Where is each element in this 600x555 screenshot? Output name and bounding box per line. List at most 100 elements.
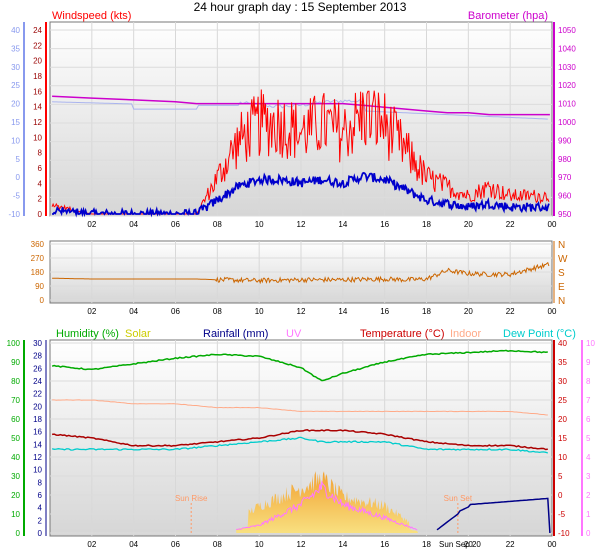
y-tick-rain: 8 (38, 478, 43, 487)
y-tick-gust: 0 (16, 173, 21, 182)
y-tick-uv: 7 (586, 396, 591, 405)
y-tick-rain: 0 (38, 529, 43, 538)
y-tick-rain: 10 (33, 466, 42, 475)
x-tick-label: 10 (255, 307, 264, 316)
solar-area (236, 471, 419, 533)
y-tick-rain: 26 (33, 364, 42, 373)
y-tick-windspeed: 2 (38, 195, 43, 204)
y-tick-gust: -10 (8, 210, 20, 219)
x-tick-label: 02 (87, 307, 96, 316)
rainfall-label: Rainfall (mm) (203, 328, 268, 340)
y-tick-barometer: 960 (558, 192, 572, 201)
y-tick-direction: 180 (31, 268, 45, 277)
indoor-line (52, 399, 548, 416)
y-tick-rain: 20 (33, 402, 42, 411)
y-tick-uv: 0 (586, 529, 591, 538)
x-tick-label: 22 (506, 307, 515, 316)
y-tick-rain: 18 (33, 415, 42, 424)
humidity-line (51, 349, 548, 382)
y-tick-gust: 35 (11, 44, 20, 53)
y-tick-barometer: 1030 (558, 63, 576, 72)
y-tick-uv: 2 (586, 491, 591, 500)
y-tick-barometer: 1040 (558, 44, 576, 53)
sunset-label: Sun Set (444, 494, 473, 503)
x-tick-label: 04 (129, 307, 138, 316)
y-tick-humidity: 60 (11, 415, 20, 424)
y-tick-humidity: 0 (16, 529, 21, 538)
windspeed-label: Windspeed (kts) (52, 10, 131, 22)
y-tick-temperature: 15 (558, 434, 567, 443)
y-tick-direction: 270 (31, 254, 45, 263)
y-tick-gust: 15 (11, 118, 20, 127)
y-tick-barometer: 1050 (558, 26, 576, 35)
y-tick-humidity: 20 (11, 491, 20, 500)
y-tick-windspeed: 16 (33, 87, 42, 96)
x-tick-label: 14 (338, 540, 347, 549)
y-tick-uv: 9 (586, 358, 591, 367)
x-tick-label: 00 (548, 540, 557, 549)
y-tick-gust: 10 (11, 136, 20, 145)
y-tick-windspeed: 0 (38, 210, 43, 219)
uv-label: UV (286, 328, 302, 340)
y-tick-humidity: 100 (7, 339, 21, 348)
date-label: Sun Sep 20 (439, 540, 481, 549)
y-tick-humidity: 40 (11, 453, 20, 462)
y-tick-temperature: 35 (558, 358, 567, 367)
temperature-label: Temperature (°C) (360, 328, 444, 340)
temperature-line (51, 429, 548, 451)
y-tick-compass: W (558, 254, 568, 265)
y-tick-direction: 90 (35, 282, 44, 291)
x-tick-label: 00 (548, 220, 557, 229)
y-tick-rain: 16 (33, 428, 42, 437)
y-tick-rain: 14 (33, 440, 42, 449)
y-tick-direction: 0 (40, 296, 45, 305)
x-tick-label: 10 (255, 540, 264, 549)
y-tick-direction: 360 (31, 240, 45, 249)
y-tick-rain: 22 (33, 390, 42, 399)
gust-line (52, 99, 548, 120)
x-tick-label: 08 (213, 220, 222, 229)
y-tick-barometer: 1000 (558, 118, 576, 127)
y-tick-windspeed: 20 (33, 57, 42, 66)
y-tick-barometer: 980 (558, 155, 572, 164)
windavg-line (52, 171, 550, 218)
chart-title: 24 hour graph day : 15 September 2013 (193, 0, 407, 14)
y-tick-windspeed: 4 (38, 179, 43, 188)
y-tick-compass: N (558, 296, 565, 307)
y-tick-uv: 4 (586, 453, 591, 462)
y-tick-rain: 4 (38, 504, 43, 513)
y-tick-compass: E (558, 282, 565, 293)
x-tick-label: 00 (548, 307, 557, 316)
y-tick-uv: 6 (586, 415, 591, 424)
y-tick-rain: 6 (38, 491, 43, 500)
y-tick-windspeed: 8 (38, 149, 43, 158)
sunrise-label: Sun Rise (175, 494, 208, 503)
x-tick-label: 02 (87, 220, 96, 229)
y-tick-windspeed: 14 (33, 103, 42, 112)
y-tick-humidity: 90 (11, 358, 20, 367)
x-tick-label: 18 (422, 220, 431, 229)
y-tick-windspeed: 24 (33, 26, 42, 35)
y-tick-barometer: 950 (558, 210, 572, 219)
y-tick-uv: 8 (586, 377, 591, 386)
y-tick-temperature: -10 (558, 529, 570, 538)
y-tick-windspeed: 12 (33, 118, 42, 127)
y-tick-compass: N (558, 240, 565, 251)
y-tick-rain: 28 (33, 352, 42, 361)
y-tick-uv: 5 (586, 434, 591, 443)
direction-line (52, 261, 550, 285)
y-tick-gust: 25 (11, 81, 20, 90)
y-tick-temperature: 5 (558, 472, 563, 481)
y-tick-windspeed: 22 (33, 41, 42, 50)
y-tick-temperature: 10 (558, 453, 567, 462)
y-tick-windspeed: 10 (33, 133, 42, 142)
y-tick-barometer: 1020 (558, 81, 576, 90)
y-tick-humidity: 10 (11, 510, 20, 519)
y-tick-rain: 12 (33, 453, 42, 462)
y-tick-uv: 1 (586, 510, 591, 519)
x-tick-label: 06 (171, 307, 180, 316)
y-tick-barometer: 1010 (558, 100, 576, 109)
indoor-label: Indoor (450, 328, 482, 340)
y-tick-compass: S (558, 268, 565, 279)
x-tick-label: 18 (422, 540, 431, 549)
